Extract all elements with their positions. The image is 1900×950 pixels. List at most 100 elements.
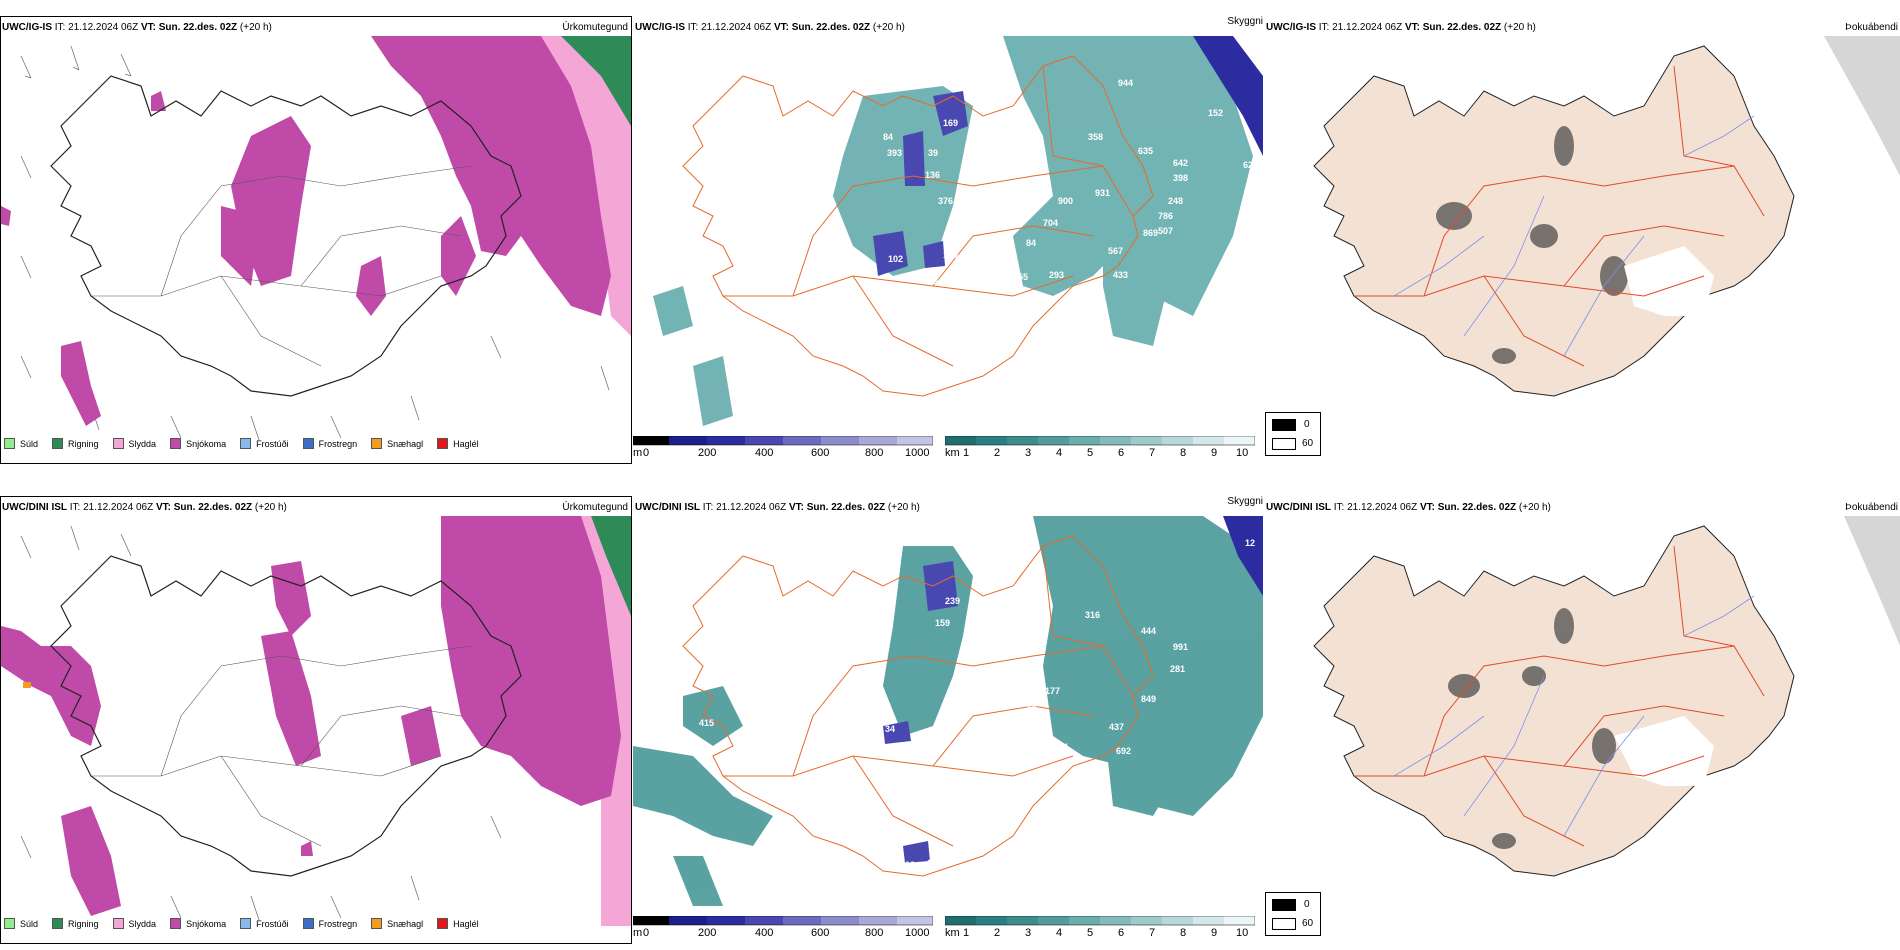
visibility-colorbar-bottom: km 1 2 3 4 5 6 7 8 9 10 (945, 916, 1255, 942)
ceiling-tick: 600 (811, 447, 830, 459)
legend-item: Rigning (52, 438, 99, 449)
visibility-tick: 1 (963, 447, 970, 459)
svg-text:642: 642 (1173, 158, 1188, 168)
cloud-areas (633, 516, 1263, 906)
visibility-tick: 9 (1211, 927, 1218, 939)
cloud-areas (653, 36, 1253, 426)
visibility-colorbar-scale (945, 916, 1255, 926)
svg-text:931: 931 (1095, 188, 1110, 198)
svg-text:177: 177 (1045, 686, 1060, 696)
svg-text:142: 142 (941, 720, 956, 730)
fog-scale-legend-top: 0 60 (1265, 412, 1321, 456)
cloud-panel-top-title: UWC/IG-IS IT: 21.12.2024 06Z VT: Sun. 22… (635, 22, 905, 33)
svg-text:226: 226 (923, 276, 938, 286)
svg-text:12: 12 (1245, 538, 1255, 548)
coastline (50, 555, 522, 877)
svg-text:93: 93 (905, 860, 915, 870)
ceiling-tick: 1000 (905, 447, 930, 459)
precip-panel-bottom-title: UWC/DINI ISL IT: 21.12.2024 06Z VT: Sun.… (2, 502, 287, 513)
svg-text:164: 164 (1011, 744, 1026, 754)
precip-panel-bottom: UWC/DINI ISL IT: 21.12.2024 06Z VT: Sun.… (0, 492, 632, 944)
visibility-tick: 4 (1056, 927, 1063, 939)
svg-text:277: 277 (956, 196, 971, 206)
fog-scale-light-swatch (1272, 918, 1296, 930)
precip-panel-top: UWC/IG-IS IT: 21.12.2024 06Z VT: Sun. 22… (0, 12, 632, 464)
legend-item: Rigning (52, 918, 99, 929)
visibility-tick: 2 (994, 447, 1001, 459)
fog-scale-light-swatch (1272, 438, 1296, 450)
visibility-colorbar-top: km 1 2 3 4 5 6 7 8 9 10 (945, 436, 1255, 462)
visibility-tick: 6 (1118, 927, 1125, 939)
svg-text:169: 169 (943, 118, 958, 128)
roads (1354, 545, 1765, 847)
visibility-unit: km (945, 927, 960, 939)
cloud-panel-bottom-name: Skyggni (1227, 496, 1263, 507)
ceiling-tick: 600 (811, 927, 830, 939)
fog-panel-top-title: UWC/IG-IS IT: 21.12.2024 06Z VT: Sun. 22… (1266, 22, 1536, 33)
svg-text:398: 398 (1173, 173, 1188, 183)
svg-text:507: 507 (1158, 226, 1173, 236)
svg-text:376: 376 (938, 196, 953, 206)
svg-text:84: 84 (883, 132, 893, 142)
visibility-colorbar-scale (945, 436, 1255, 446)
snow-areas (1, 516, 621, 916)
precip-legend-top: Súld Rigning Slydda Snjókoma Frostúði Fr… (4, 438, 479, 449)
ceiling-tick: 800 (865, 447, 884, 459)
ceiling-unit: m (633, 447, 643, 459)
visibility-tick: 7 (1149, 447, 1156, 459)
svg-text:393: 393 (887, 148, 902, 158)
svg-text:281: 281 (1170, 664, 1185, 674)
svg-text:179: 179 (925, 748, 940, 758)
cloud-panel-top-name: Skyggni (1227, 16, 1263, 27)
visibility-tick: 4 (1056, 447, 1063, 459)
svg-text:567: 567 (1108, 246, 1123, 256)
roads (91, 645, 472, 847)
svg-text:102: 102 (888, 254, 903, 264)
fog-scale-dark-swatch (1272, 899, 1296, 911)
svg-text:34: 34 (885, 724, 895, 734)
ceiling-colorbar-scale (633, 436, 933, 446)
precip-map-frame (0, 496, 632, 944)
cloud-map-top: 944 358 635 642 398 248 786 507 869 931 … (653, 36, 1263, 426)
cloud-map-bottom: 316 444 991 281 849 437 692 177 55 164 1… (633, 516, 1263, 906)
ceiling-tick: 400 (755, 927, 774, 939)
legend-item: Haglél (437, 438, 479, 449)
ceiling-tick: 800 (865, 927, 884, 939)
precip-panel-top-title: UWC/IG-IS IT: 21.12.2024 06Z VT: Sun. 22… (2, 22, 272, 33)
legend-item: Frostregn (302, 438, 357, 449)
fog-scale-high: 0 (1304, 899, 1310, 910)
visibility-tick: 2 (994, 927, 1001, 939)
coastline (50, 75, 522, 397)
cloud-base-labels: 316 444 991 281 849 437 692 177 55 164 1… (635, 538, 1255, 870)
svg-text:437: 437 (1109, 722, 1124, 732)
visibility-tick: 5 (1087, 447, 1094, 459)
svg-text:316: 316 (1085, 610, 1100, 620)
svg-text:944: 944 (1118, 78, 1133, 88)
svg-text:635: 635 (1138, 146, 1153, 156)
fog-panel-bottom-name: Þokuábendi (1845, 502, 1898, 513)
roads (1354, 65, 1765, 367)
svg-text:194: 194 (1053, 742, 1068, 752)
svg-text:869: 869 (1143, 228, 1158, 238)
visibility-tick: 8 (1180, 447, 1187, 459)
svg-text:900: 900 (1058, 196, 1073, 206)
roads (91, 165, 472, 367)
svg-text:84: 84 (1026, 238, 1036, 248)
precip-map-top (1, 36, 631, 441)
roads-and-borders (682, 535, 1154, 877)
svg-text:159: 159 (935, 618, 950, 628)
fog-high-areas (1448, 608, 1616, 849)
svg-text:84: 84 (635, 658, 645, 668)
svg-text:704: 704 (1043, 218, 1058, 228)
visibility-tick: 3 (1025, 447, 1032, 459)
legend-item: Snjókoma (170, 438, 226, 449)
ceiling-tick: 200 (698, 927, 717, 939)
legend-item: Slydda (112, 438, 156, 449)
visibility-tick: 10 (1236, 447, 1249, 459)
svg-text:152: 152 (1208, 108, 1223, 118)
ceiling-areas (883, 561, 958, 863)
legend-item: Frostúði (240, 918, 289, 929)
rivers (1393, 595, 1755, 837)
ceiling-areas (873, 91, 968, 276)
svg-text:358: 358 (1088, 132, 1103, 142)
